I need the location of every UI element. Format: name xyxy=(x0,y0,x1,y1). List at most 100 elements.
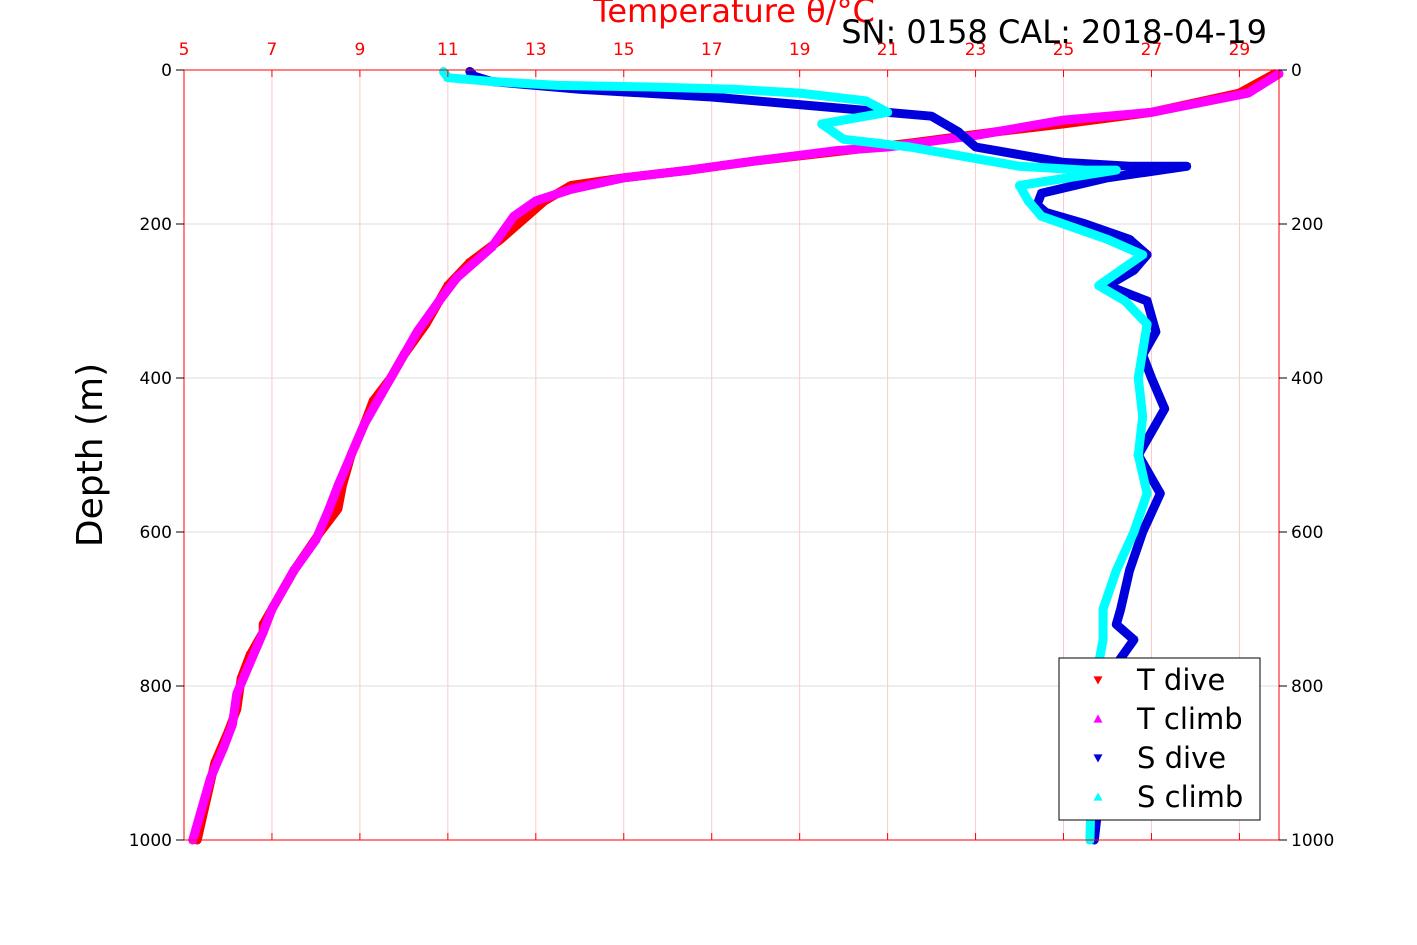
legend-marker xyxy=(1093,676,1103,685)
data-point xyxy=(1143,320,1152,328)
data-point xyxy=(333,481,342,489)
x-tick-label: 25 xyxy=(1053,40,1075,60)
x-tick-label: 5 xyxy=(179,40,190,60)
data-point xyxy=(219,743,228,751)
data-point xyxy=(1129,267,1138,275)
data-point xyxy=(311,535,320,543)
x-tick-label: 23 xyxy=(965,40,987,60)
x-tick-label: 19 xyxy=(789,40,811,60)
data-point xyxy=(1015,162,1024,170)
data-point xyxy=(1129,636,1138,644)
data-point xyxy=(971,143,980,151)
data-point xyxy=(1024,196,1033,205)
y-tick-label-right: 0 xyxy=(1291,61,1302,81)
data-point xyxy=(509,212,518,220)
data-point xyxy=(1116,266,1125,274)
data-point xyxy=(333,505,342,513)
data-point xyxy=(232,689,241,697)
legend-label: T climb xyxy=(1136,702,1243,736)
x-tick-label: 21 xyxy=(877,40,899,60)
data-point xyxy=(1112,166,1121,174)
x-tick-label: 27 xyxy=(1141,40,1163,60)
legend-box xyxy=(1058,657,1261,821)
y-tick-label-right: 600 xyxy=(1291,523,1323,543)
data-point xyxy=(1099,635,1108,643)
data-point xyxy=(1037,212,1046,220)
data-point xyxy=(971,131,980,139)
data-point xyxy=(1147,108,1156,116)
data-point xyxy=(795,89,804,97)
y-tick-label-right: 200 xyxy=(1291,215,1323,235)
y-axis-label: Depth (m) xyxy=(70,363,111,547)
x-tick-label: 17 xyxy=(701,40,723,60)
legend: T dive T climb S dive S climb xyxy=(1058,657,1261,821)
data-point xyxy=(197,805,206,813)
series-trace xyxy=(439,67,1152,845)
data-point xyxy=(1059,220,1068,228)
data-point xyxy=(839,135,848,143)
data-point xyxy=(347,451,356,459)
data-point xyxy=(1143,436,1152,444)
data-point xyxy=(1134,451,1143,459)
data-point xyxy=(289,566,298,574)
data-point xyxy=(685,166,694,174)
data-point xyxy=(1138,528,1147,536)
series-s-climb xyxy=(439,67,1152,845)
data-point xyxy=(1138,412,1147,420)
chart-title: Temperature θ/°C xyxy=(592,0,875,30)
data-point xyxy=(861,96,870,104)
data-point xyxy=(949,150,958,158)
data-point xyxy=(228,720,237,728)
data-point xyxy=(1015,181,1024,189)
data-point xyxy=(1121,297,1130,305)
data-point xyxy=(729,85,738,93)
data-point xyxy=(707,93,716,101)
data-point xyxy=(267,605,276,613)
data-point xyxy=(1125,163,1134,171)
data-point xyxy=(443,73,452,81)
x-tick-label: 7 xyxy=(267,40,278,60)
data-point xyxy=(566,185,575,193)
data-point xyxy=(1037,190,1046,198)
chart-annotation: SN: 0158 CAL: 2018-04-19 xyxy=(841,13,1267,51)
data-point xyxy=(839,105,848,113)
data-point xyxy=(1125,236,1134,244)
legend-marker xyxy=(1093,792,1103,801)
y-tick-label-left: 0 xyxy=(161,61,172,81)
series-trace xyxy=(188,69,1284,845)
data-point xyxy=(1182,163,1191,171)
x-tick-label: 13 xyxy=(525,40,547,60)
y-axis: 0 0 200 200 400 400 600 600 800 800 1000 1000 xyxy=(129,61,1335,851)
data-point xyxy=(1041,209,1050,217)
data-point xyxy=(487,243,496,251)
data-point xyxy=(1099,605,1108,613)
data-point xyxy=(435,297,444,305)
plot-frame xyxy=(183,69,1280,841)
data-point xyxy=(1094,281,1103,289)
data-point xyxy=(1103,235,1112,243)
data-point xyxy=(245,658,254,667)
y-tick-label-right: 400 xyxy=(1291,369,1323,389)
data-point xyxy=(360,420,369,428)
data-point xyxy=(1147,374,1156,382)
data-point xyxy=(641,82,650,91)
data-point xyxy=(1143,489,1152,497)
data-point xyxy=(751,156,760,165)
data-point xyxy=(1129,528,1138,536)
legend-label: T dive xyxy=(1136,663,1225,697)
data-point xyxy=(1059,159,1068,167)
data-point xyxy=(883,108,892,116)
x-axis: 5 7 9 11 13 15 17 19 21 23 25 27 29 xyxy=(179,40,1250,840)
data-point xyxy=(487,77,496,85)
data-point xyxy=(905,143,914,151)
data-point xyxy=(452,273,461,282)
legend-label: S dive xyxy=(1137,741,1226,775)
data-point xyxy=(439,67,448,75)
data-point xyxy=(523,213,532,221)
data-point xyxy=(1160,405,1169,413)
data-point xyxy=(413,327,422,335)
data-point xyxy=(1134,374,1143,382)
x-tick-label: 15 xyxy=(613,40,635,60)
data-point xyxy=(1081,220,1090,228)
data-point xyxy=(395,358,404,366)
